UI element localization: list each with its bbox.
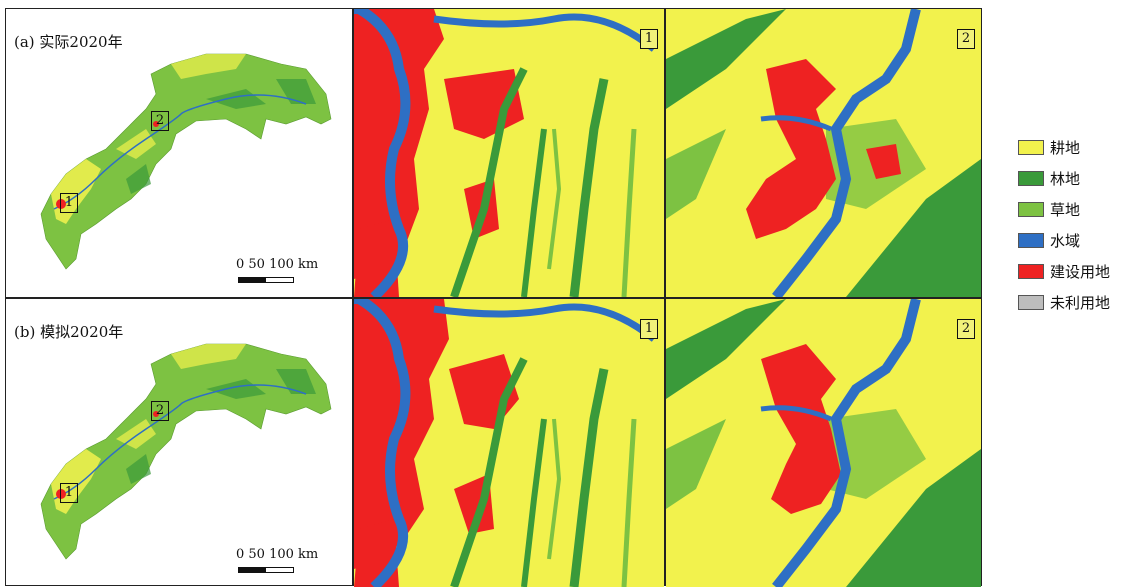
zoom-map-2-a: 2 xyxy=(666,9,981,297)
zoom-map-2-b: 2 xyxy=(666,299,981,587)
legend-item-forest: 林地 xyxy=(1018,169,1110,188)
zoom-label-2-a: 2 xyxy=(957,29,975,49)
zoom-map-1-b: 1 xyxy=(354,299,664,587)
scale-bar-a xyxy=(238,277,294,283)
zoom-label-1-b: 1 xyxy=(640,319,658,339)
inset-box-2-b: 2 xyxy=(151,401,169,421)
legend-label-forest: 林地 xyxy=(1050,169,1081,188)
scale-bar-b xyxy=(238,567,294,573)
legend-item-construction: 建设用地 xyxy=(1018,262,1111,281)
overview-map-b: (b) 模拟2020年 1 2 0 50 100 km xyxy=(6,299,352,587)
legend-swatch-forest xyxy=(1018,170,1044,186)
legend-swatch-grassland xyxy=(1018,201,1044,217)
legend-item-water: 水域 xyxy=(1018,231,1110,250)
zoom-label-1-a: 1 xyxy=(640,29,658,49)
inset-box-2-a: 2 xyxy=(151,111,169,131)
inset-box-1-a: 1 xyxy=(60,193,78,213)
region-map-a xyxy=(40,53,332,270)
panel-label-b: (b) 模拟2020年 xyxy=(14,323,124,341)
zoom-map-2-b-svg xyxy=(666,299,981,587)
zoom-map-2-a-svg xyxy=(666,9,981,297)
zoom-map-1-a: 1 xyxy=(354,9,664,297)
divider-h xyxy=(6,297,981,299)
legend-swatch-unused xyxy=(1018,294,1044,310)
zoom-map-1-b-svg xyxy=(354,299,657,587)
scale-label-b: 0 50 100 km xyxy=(236,547,319,562)
legend-label-unused: 未利用地 xyxy=(1050,293,1111,312)
legend-label-grassland: 草地 xyxy=(1050,200,1081,219)
legend-item-unused: 未利用地 xyxy=(1018,293,1111,312)
legend: 耕地 林地 草地 水域 建设用地 未利用地 xyxy=(1018,138,1110,324)
legend-item-cropland: 耕地 xyxy=(1018,138,1110,157)
zoom-map-1-a-svg xyxy=(354,9,657,297)
zoom-label-2-b: 2 xyxy=(957,319,975,339)
legend-swatch-cropland xyxy=(1018,139,1044,155)
panel-label-a: (a) 实际2020年 xyxy=(14,33,123,51)
legend-label-construction: 建设用地 xyxy=(1050,262,1111,281)
legend-swatch-water xyxy=(1018,232,1044,248)
region-map-b xyxy=(40,343,332,560)
inset-box-1-b: 1 xyxy=(60,483,78,503)
legend-label-cropland: 耕地 xyxy=(1050,138,1081,157)
overview-map-a: (a) 实际2020年 1 2 0 50 100 km xyxy=(6,9,352,297)
scale-label-a: 0 50 100 km xyxy=(236,257,319,272)
legend-item-grassland: 草地 xyxy=(1018,200,1110,219)
legend-swatch-construction xyxy=(1018,263,1044,279)
figure-frame: (a) 实际2020年 1 2 0 50 100 km xyxy=(5,8,982,587)
legend-label-water: 水域 xyxy=(1050,231,1081,250)
